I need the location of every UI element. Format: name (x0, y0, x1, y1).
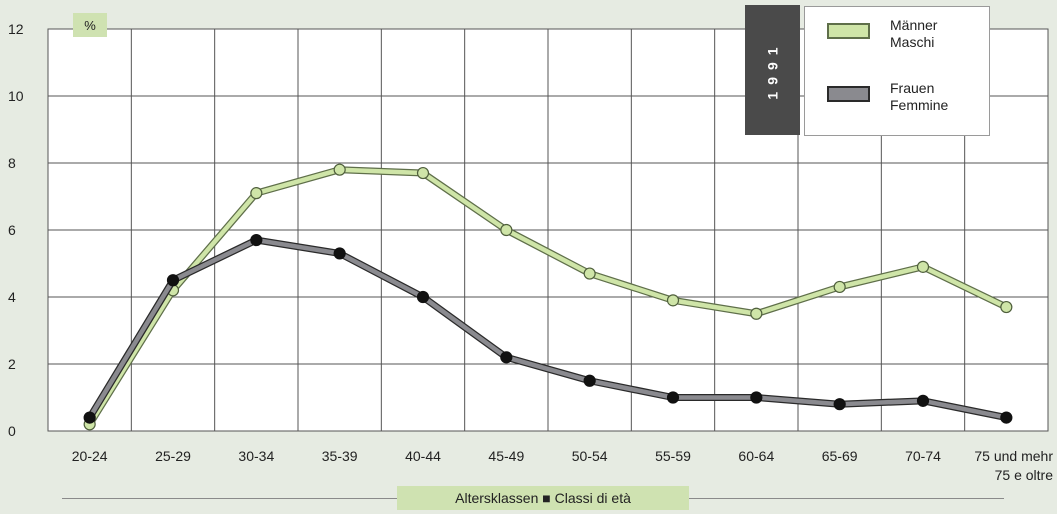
x-tick-label-line: 40-44 (405, 448, 441, 464)
x-axis-ticks: 20-24 25-29 30-34 35-39 40-44 45-49 50-54 55-59… (72, 448, 1054, 483)
data-point (916, 394, 930, 407)
data-point (750, 391, 763, 404)
x-axis-title: Altersklassen ■ Classi di età (397, 486, 689, 510)
legend-year-panel: 1991 (745, 5, 800, 135)
x-tick-label: 65-69 (822, 448, 858, 464)
x-tick-label-line: 50-54 (572, 448, 608, 464)
x-title-rule-right (689, 498, 1004, 499)
y-tick-label: 12 (8, 21, 24, 37)
x-tick-label-line: 70-74 (905, 448, 941, 464)
x-tick-label: 60-64 (738, 448, 774, 464)
x-tick-label-line: 60-64 (738, 448, 774, 464)
x-tick-label-line: 55-59 (655, 448, 691, 464)
data-point (583, 374, 596, 387)
x-tick-label: 50-54 (572, 448, 608, 464)
x-tick-label: 70-74 (905, 448, 941, 464)
data-point (1000, 300, 1013, 314)
data-point (250, 233, 263, 247)
x-tick-label: 40-44 (405, 448, 441, 464)
data-point (666, 294, 680, 307)
x-tick-label: 75 und mehr 75 e oltre (974, 448, 1053, 483)
legend-year: 1991 (764, 40, 781, 100)
y-tick-label: 2 (8, 356, 16, 372)
y-tick-label: 8 (8, 155, 16, 171)
y-tick-label: 4 (8, 289, 16, 305)
series-0 (83, 163, 1013, 431)
data-point (166, 274, 180, 287)
data-point (333, 247, 346, 260)
x-tick-label: 35-39 (322, 448, 358, 464)
data-point (750, 307, 763, 320)
x-tick-label: 30-34 (238, 448, 274, 464)
x-axis-title-label: Altersklassen ■ Classi di età (455, 490, 631, 506)
legend-swatch-men (827, 23, 870, 39)
x-tick-label: 25-29 (155, 448, 191, 464)
x-tick-label-line: 75 e oltre (995, 467, 1054, 483)
data-point (833, 280, 846, 294)
x-tick-label: 45-49 (488, 448, 524, 464)
data-point (416, 166, 430, 180)
series-line (87, 237, 1009, 420)
series-group (83, 163, 1013, 431)
y-tick-label: 6 (8, 222, 16, 238)
legend-label-men: Männer Maschi (890, 17, 938, 50)
x-tick-label: 20-24 (72, 448, 108, 464)
data-point (1000, 411, 1013, 424)
x-tick-label-line: 20-24 (72, 448, 108, 464)
legend: Männer Maschi Frauen Femmine (804, 6, 990, 136)
y-axis-unit-label: % (84, 17, 96, 33)
x-tick-label-line: 75 und mehr (974, 448, 1053, 464)
x-tick-label-line: 30-34 (238, 448, 274, 464)
x-title-rule-left (62, 498, 397, 499)
x-tick-label-line: 45-49 (488, 448, 524, 464)
legend-label-women: Frauen Femmine (890, 80, 949, 113)
series-1 (83, 233, 1013, 424)
x-tick-label-line: 35-39 (322, 448, 358, 464)
legend-item-women: Frauen Femmine (827, 80, 948, 114)
x-tick-label-line: 65-69 (822, 448, 858, 464)
data-point (583, 267, 596, 280)
series-line (87, 167, 1009, 427)
data-point (833, 398, 846, 411)
data-point (666, 391, 680, 404)
data-point (416, 290, 430, 304)
x-tick-label: 55-59 (655, 448, 691, 464)
y-axis-unit: % (73, 13, 107, 37)
data-point (500, 351, 513, 364)
data-point (333, 163, 346, 176)
legend-item-men: Männer Maschi (827, 17, 937, 51)
data-point (250, 187, 263, 200)
data-point (916, 260, 930, 273)
y-tick-label: 10 (8, 88, 24, 104)
x-tick-label-line: 25-29 (155, 448, 191, 464)
data-point (500, 223, 513, 237)
y-tick-label: 0 (8, 423, 16, 439)
legend-swatch-women (827, 86, 870, 102)
y-axis-ticks: 0 2 4 6 8 10 12 (8, 21, 24, 439)
data-point (83, 411, 96, 424)
